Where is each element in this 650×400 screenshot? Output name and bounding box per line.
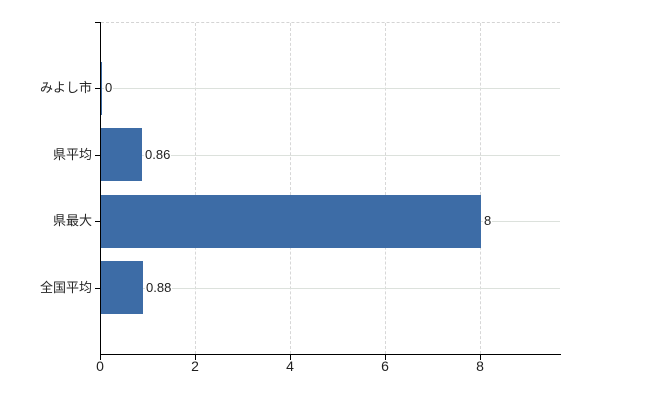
bar [101, 195, 481, 248]
y-axis-end-tick [95, 22, 100, 23]
category-row-gridline [101, 288, 560, 289]
y-axis-tick [95, 88, 100, 89]
x-tick-label: 2 [191, 358, 199, 374]
category-label: 県平均 [52, 146, 92, 162]
x-tick-label: 8 [476, 358, 484, 374]
category-label: みよし市 [39, 80, 92, 95]
vertical-gridline [480, 23, 481, 354]
category-row-gridline [101, 88, 560, 89]
y-axis-line [100, 22, 101, 355]
category-row-gridline [101, 155, 560, 156]
x-axis-tick [100, 355, 101, 360]
vertical-gridline [290, 23, 291, 354]
vertical-gridline [195, 23, 196, 354]
x-tick-label: 0 [96, 358, 104, 374]
x-axis-tick [290, 355, 291, 360]
category-label: 全国平均 [39, 279, 92, 295]
bar [101, 261, 143, 314]
x-axis-tick [480, 355, 481, 360]
y-axis-tick [95, 288, 100, 289]
vertical-gridline [385, 23, 386, 354]
bar [101, 62, 102, 115]
bar-value-label: 8 [483, 213, 493, 228]
x-axis-tick [385, 355, 386, 360]
y-axis-tick [95, 221, 100, 222]
x-axis-tick [195, 355, 196, 360]
bar [101, 128, 142, 181]
bar-value-label: 0.88 [145, 279, 173, 295]
x-tick-label: 6 [381, 358, 389, 374]
bar-value-label: 0.86 [144, 146, 172, 162]
y-axis-tick [95, 155, 100, 156]
x-tick-label: 4 [286, 358, 294, 374]
plot-top-border [101, 22, 560, 23]
bar-value-label: 0 [104, 80, 114, 95]
category-label: 県最大 [52, 213, 92, 228]
x-axis-line [100, 354, 561, 355]
